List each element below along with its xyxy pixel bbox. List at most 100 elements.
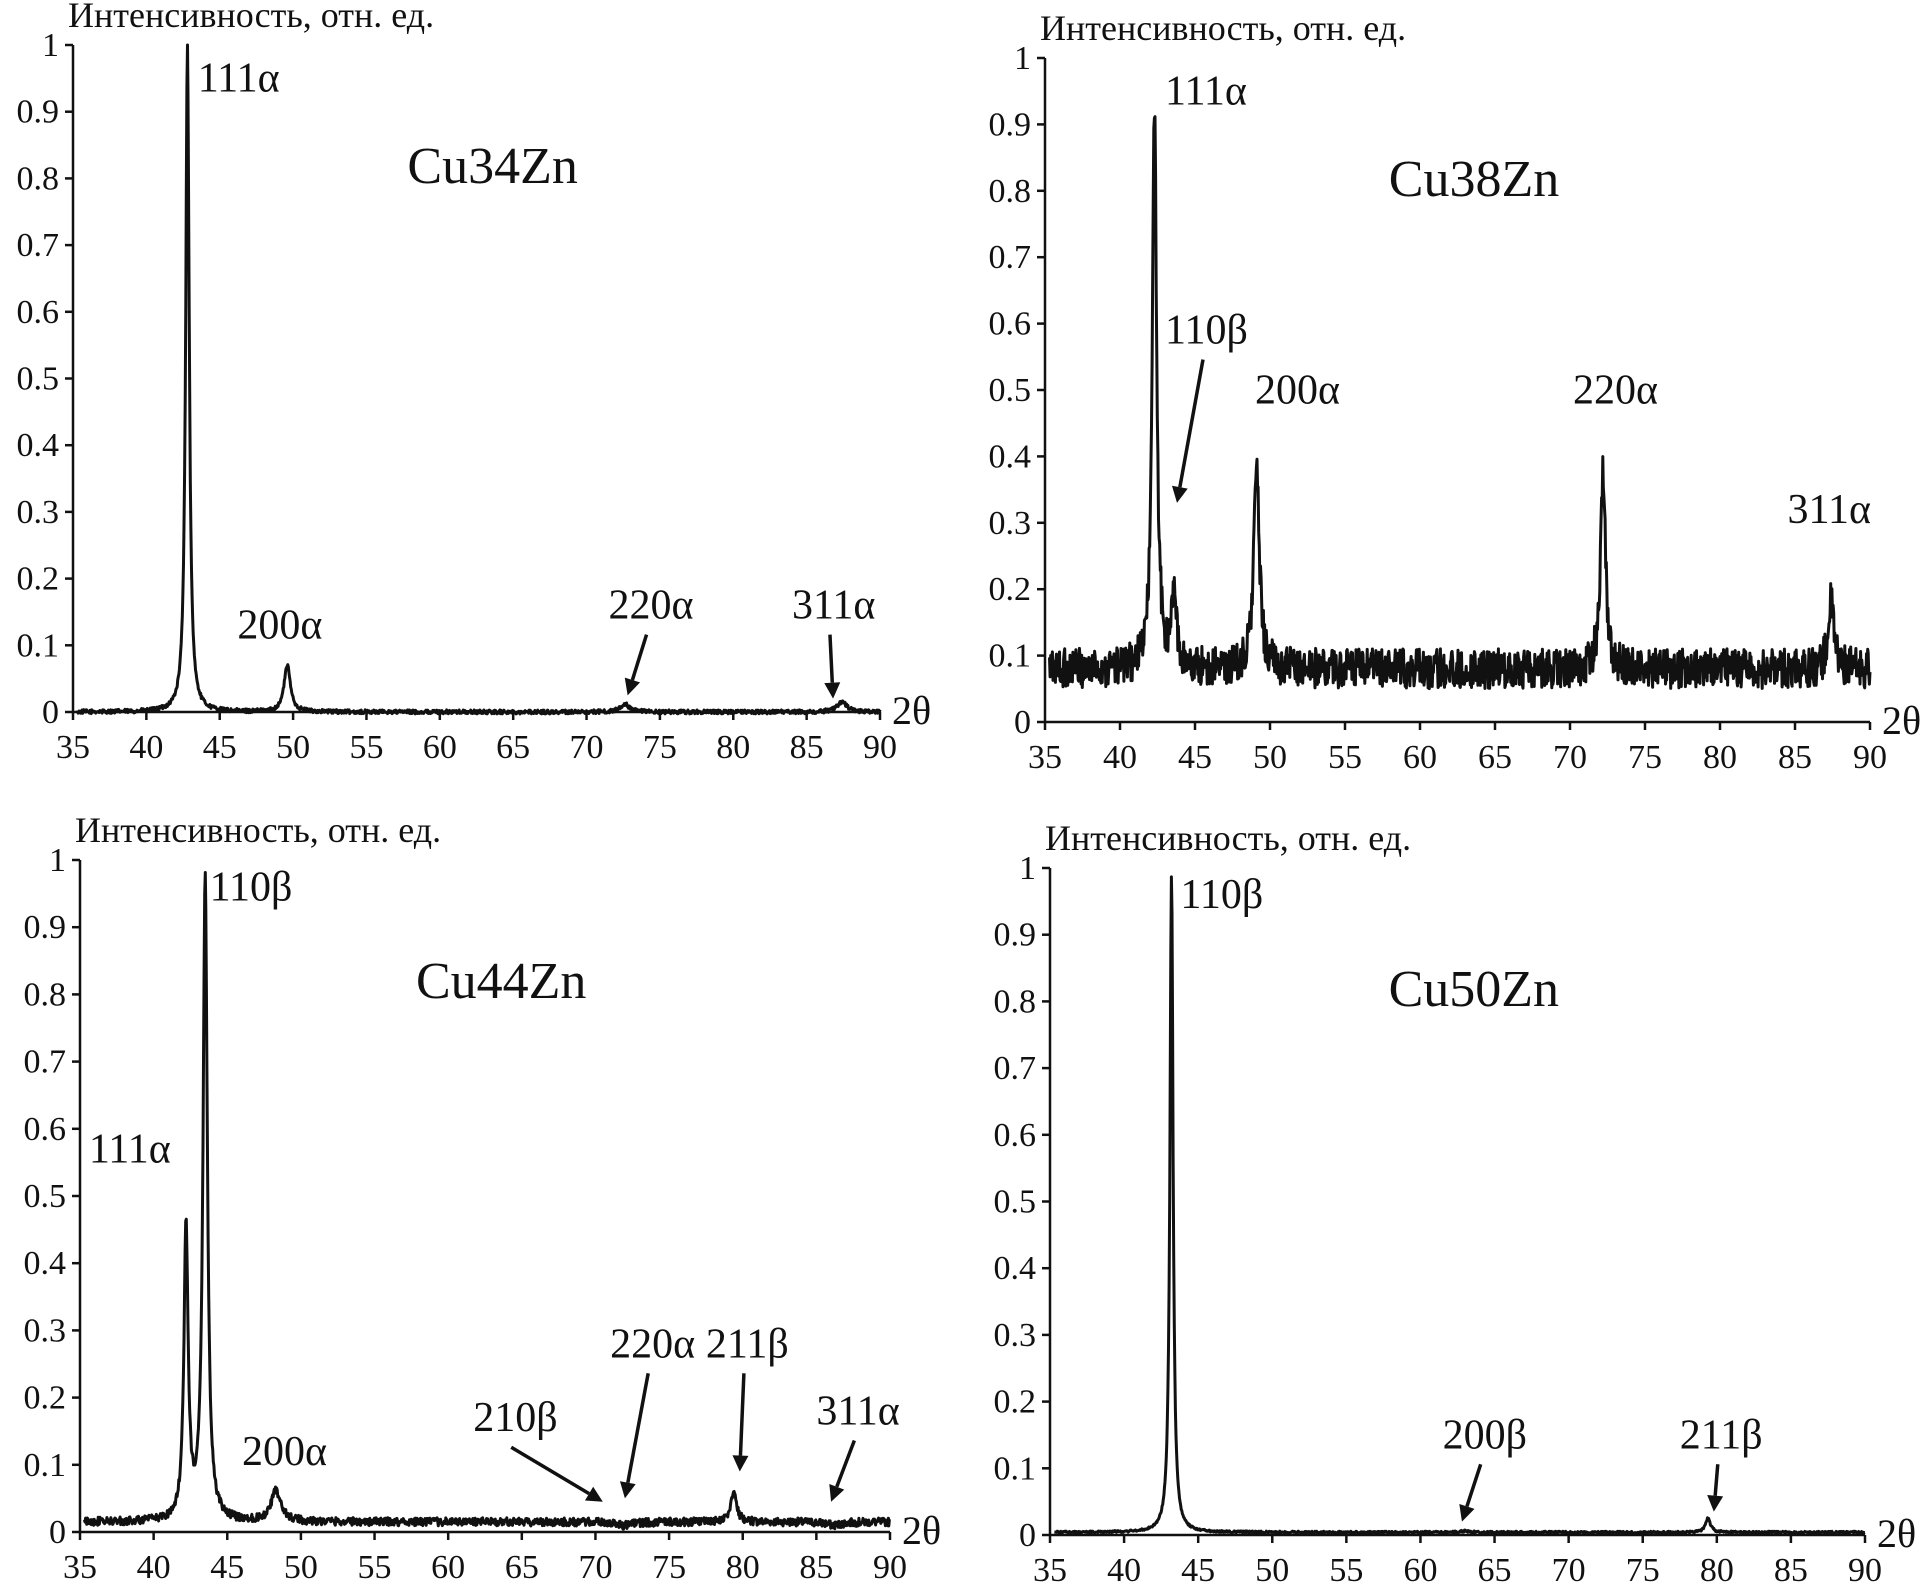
y-tick-label: 0.6 xyxy=(24,1111,67,1148)
annotation-arrowhead xyxy=(624,677,641,696)
chart-panel-3: 0 0.1 0.2 0.3 0.4 0.5 0.6 0.7 0.8 0.9 1 35 40 45 50 55 6… xyxy=(24,810,942,1586)
peak-label: 200α xyxy=(237,603,322,649)
y-tick-label: 0.3 xyxy=(24,1312,67,1349)
y-tick-label: 0.6 xyxy=(994,1117,1037,1154)
x-tick-label: 35 xyxy=(63,1549,97,1586)
annotation-arrow-line xyxy=(626,1372,650,1483)
x-tick-label: 90 xyxy=(873,1549,907,1586)
y-tick-label: 0.9 xyxy=(17,94,60,131)
y-tick-label: 0.8 xyxy=(994,983,1037,1020)
x-axis-label: 2θ xyxy=(892,688,931,733)
annotation-arrow-line xyxy=(1465,1463,1483,1507)
x-tick-label: 40 xyxy=(137,1549,171,1586)
y-tick-label: 0.6 xyxy=(17,294,60,331)
y-tick-label: 0.1 xyxy=(17,627,60,664)
y-tick-label: 0.7 xyxy=(989,239,1032,276)
x-tick-label: 75 xyxy=(1626,1552,1660,1586)
x-tick-label: 45 xyxy=(210,1549,244,1586)
x-tick-label: 80 xyxy=(726,1549,760,1586)
y-tick-label: 0 xyxy=(1019,1517,1036,1554)
y-axis-label: Интенсивность, отн. ед. xyxy=(1040,8,1406,48)
annotation-arrowhead xyxy=(824,682,841,699)
y-tick-label: 0.4 xyxy=(17,427,60,464)
y-tick-label: 0.6 xyxy=(989,306,1032,343)
x-tick-label: 70 xyxy=(578,1549,612,1586)
x-tick-label: 35 xyxy=(56,729,90,766)
sample-label: Cu38Zn xyxy=(1389,151,1559,208)
annotation-arrowhead xyxy=(1459,1503,1475,1522)
y-axis-label: Интенсивность, отн. ед. xyxy=(75,810,441,850)
sample-label: Cu50Zn xyxy=(1389,961,1559,1018)
x-tick-label: 85 xyxy=(1778,739,1812,776)
x-tick-label: 65 xyxy=(1478,739,1512,776)
x-tick-label: 50 xyxy=(1253,739,1287,776)
sample-label: Cu44Zn xyxy=(416,953,586,1010)
x-tick-label: 90 xyxy=(1853,739,1887,776)
y-axis-label: Интенсивность, отн. ед. xyxy=(1045,818,1411,858)
y-tick-label: 0.9 xyxy=(994,917,1037,954)
y-tick-label: 0.5 xyxy=(989,372,1032,409)
y-tick-label: 0.3 xyxy=(17,494,60,531)
annotation-arrowhead xyxy=(829,1483,845,1502)
x-tick-label: 65 xyxy=(505,1549,539,1586)
x-tick-label: 60 xyxy=(1403,739,1437,776)
peak-label: 111α xyxy=(198,56,280,102)
x-tick-label: 45 xyxy=(1178,739,1212,776)
y-tick-label: 0.1 xyxy=(994,1450,1037,1487)
x-tick-label: 85 xyxy=(799,1549,833,1586)
x-tick-label: 60 xyxy=(1403,1552,1437,1586)
y-tick-label: 0.2 xyxy=(17,561,60,598)
annotation-arrowhead xyxy=(1171,485,1188,503)
x-tick-label: 80 xyxy=(716,729,750,766)
peak-label: 220α xyxy=(1573,367,1658,413)
y-tick-label: 0.8 xyxy=(17,160,60,197)
xrd-trace xyxy=(82,871,891,1531)
xrd-trace xyxy=(1048,115,1872,691)
y-tick-label: 0.2 xyxy=(994,1384,1037,1421)
y-tick-label: 0.8 xyxy=(24,976,67,1013)
chart-panel-2: 0 0.1 0.2 0.3 0.4 0.5 0.6 0.7 0.8 0.9 1 35 40 45 50 55 6… xyxy=(989,8,1922,776)
x-tick-label: 65 xyxy=(1478,1552,1512,1586)
y-tick-label: 0.7 xyxy=(17,227,60,264)
y-tick-label: 0 xyxy=(1014,704,1031,741)
x-tick-label: 55 xyxy=(1328,739,1362,776)
annotation-arrowhead xyxy=(732,1455,749,1472)
peak-label: 210β xyxy=(473,1395,557,1441)
y-tick-label: 0.8 xyxy=(989,173,1032,210)
y-tick-label: 0.2 xyxy=(24,1380,67,1417)
xrd-trace xyxy=(75,43,882,716)
x-tick-label: 90 xyxy=(863,729,897,766)
x-tick-label: 75 xyxy=(652,1549,686,1586)
y-tick-label: 0.1 xyxy=(989,638,1032,675)
sample-label: Cu34Zn xyxy=(407,138,577,195)
annotation-arrow-line xyxy=(835,1439,856,1488)
x-tick-label: 55 xyxy=(1329,1552,1363,1586)
peak-label: 110β xyxy=(210,864,293,910)
peak-label: 211β xyxy=(706,1321,789,1367)
x-tick-label: 70 xyxy=(1552,1552,1586,1586)
x-tick-label: 85 xyxy=(790,729,824,766)
y-tick-label: 0.2 xyxy=(989,571,1032,608)
peak-label: 200β xyxy=(1443,1412,1527,1458)
peak-label: 111α xyxy=(89,1126,171,1172)
y-tick-label: 0.1 xyxy=(24,1447,67,1484)
y-tick-label: 0.5 xyxy=(994,1184,1037,1221)
peak-label: 220α xyxy=(609,583,694,629)
x-tick-label: 40 xyxy=(1103,739,1137,776)
annotation-arrowhead xyxy=(619,1481,636,1499)
annotation-arrow-line xyxy=(1713,1464,1720,1496)
x-tick-label: 70 xyxy=(570,729,604,766)
y-tick-label: 0 xyxy=(42,694,59,731)
x-tick-label: 75 xyxy=(1628,739,1662,776)
peak-label: 311α xyxy=(816,1388,899,1434)
annotation-arrow-line xyxy=(738,1373,746,1456)
peak-label: 220α xyxy=(610,1321,695,1367)
x-tick-label: 65 xyxy=(496,729,530,766)
peak-label: 200α xyxy=(242,1429,327,1475)
x-axis-label: 2θ xyxy=(1877,1511,1916,1556)
peak-label: 110β xyxy=(1180,872,1263,918)
y-tick-label: 0.7 xyxy=(24,1044,67,1081)
y-tick-label: 0.5 xyxy=(17,361,60,398)
x-tick-label: 40 xyxy=(129,729,163,766)
